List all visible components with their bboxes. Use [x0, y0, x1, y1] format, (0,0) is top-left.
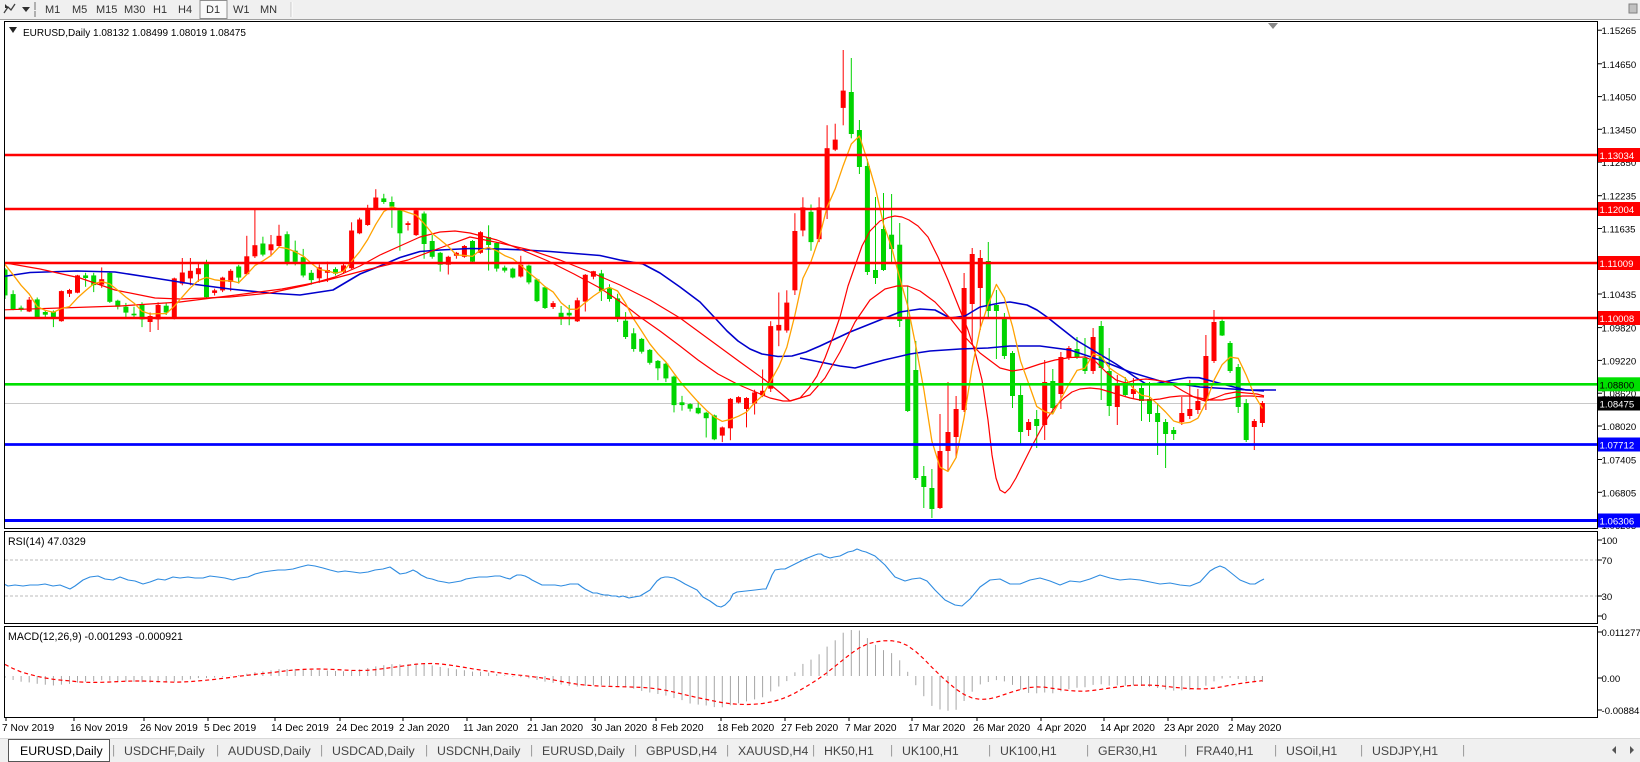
svg-text:2 Jan 2020: 2 Jan 2020 — [399, 723, 450, 734]
svg-text:W1: W1 — [233, 4, 250, 16]
svg-text:|: | — [812, 743, 815, 757]
svg-text:|: | — [425, 743, 428, 757]
svg-text:30: 30 — [1602, 592, 1613, 603]
svg-text:USDCAD,Daily: USDCAD,Daily — [332, 744, 416, 758]
svg-text:FRA40,H1: FRA40,H1 — [1196, 744, 1254, 758]
svg-text:1.14650: 1.14650 — [1602, 60, 1637, 71]
svg-text:M15: M15 — [96, 4, 117, 16]
svg-text:-0.008845: -0.008845 — [1602, 706, 1640, 717]
svg-text:1.11635: 1.11635 — [1602, 225, 1636, 236]
svg-text:EURUSD,Daily 1.08132 1.08499: EURUSD,Daily 1.08132 1.08499 1.08019 1.0… — [23, 28, 246, 39]
svg-text:GBPUSD,H4: GBPUSD,H4 — [646, 744, 717, 758]
svg-text:5 Dec 2019: 5 Dec 2019 — [204, 723, 256, 734]
svg-text:0.011277: 0.011277 — [1602, 628, 1640, 639]
svg-text:HK50,H1: HK50,H1 — [824, 744, 874, 758]
svg-text:|: | — [1184, 743, 1187, 757]
svg-text:USDCHF,Daily: USDCHF,Daily — [124, 744, 205, 758]
svg-text:26 Nov 2019: 26 Nov 2019 — [140, 723, 198, 734]
svg-text:26 Mar 2020: 26 Mar 2020 — [973, 723, 1031, 734]
svg-text:0: 0 — [1602, 612, 1607, 623]
svg-text:USDJPY,H1: USDJPY,H1 — [1372, 744, 1438, 758]
svg-text:XAUUSD,H4: XAUUSD,H4 — [738, 744, 809, 758]
svg-text:23 Apr 2020: 23 Apr 2020 — [1164, 723, 1219, 734]
svg-text:USOil,H1: USOil,H1 — [1286, 744, 1337, 758]
svg-text:27 Feb 2020: 27 Feb 2020 — [781, 723, 839, 734]
svg-text:UK100,H1: UK100,H1 — [1000, 744, 1057, 758]
svg-text:M5: M5 — [72, 4, 87, 16]
svg-text:1.12004: 1.12004 — [1600, 205, 1635, 216]
svg-text:|: | — [112, 743, 115, 757]
svg-text:30 Jan 2020: 30 Jan 2020 — [591, 723, 647, 734]
svg-text:18 Feb 2020: 18 Feb 2020 — [717, 723, 775, 734]
svg-text:H1: H1 — [153, 4, 167, 16]
svg-text:1.07712: 1.07712 — [1600, 441, 1635, 452]
svg-text:|: | — [1086, 743, 1089, 757]
svg-text:|: | — [216, 743, 219, 757]
svg-text:1.06306: 1.06306 — [1600, 517, 1635, 528]
svg-text:1.15265: 1.15265 — [1602, 26, 1637, 37]
svg-text:100: 100 — [1602, 536, 1618, 547]
svg-text:17 Mar 2020: 17 Mar 2020 — [908, 723, 966, 734]
svg-text:1.13450: 1.13450 — [1602, 125, 1637, 136]
svg-text:GER30,H1: GER30,H1 — [1098, 744, 1158, 758]
svg-text:21 Jan 2020: 21 Jan 2020 — [527, 723, 583, 734]
svg-text:1.10008: 1.10008 — [1600, 314, 1635, 325]
svg-text:M1: M1 — [45, 4, 60, 16]
svg-text:1.11009: 1.11009 — [1600, 259, 1634, 270]
svg-text:7 Mar 2020: 7 Mar 2020 — [845, 723, 897, 734]
svg-text:1.06805: 1.06805 — [1602, 488, 1637, 499]
svg-text:2 May 2020: 2 May 2020 — [1228, 723, 1282, 734]
svg-text:1.08800: 1.08800 — [1600, 380, 1635, 391]
svg-text:|: | — [890, 743, 893, 757]
svg-text:|: | — [726, 743, 729, 757]
svg-text:D1: D1 — [206, 4, 220, 16]
svg-text:1.08620: 1.08620 — [1602, 389, 1637, 400]
svg-text:1.12850: 1.12850 — [1602, 158, 1637, 169]
svg-text:|: | — [1462, 743, 1465, 757]
svg-text:4 Apr 2020: 4 Apr 2020 — [1037, 723, 1087, 734]
svg-text:1.08020: 1.08020 — [1602, 422, 1637, 433]
svg-text:1.08475: 1.08475 — [1600, 400, 1635, 411]
svg-text:0.00: 0.00 — [1602, 674, 1621, 685]
svg-text:7 Nov 2019: 7 Nov 2019 — [2, 723, 54, 734]
svg-text:70: 70 — [1602, 556, 1613, 567]
svg-text:1.07405: 1.07405 — [1602, 456, 1637, 467]
svg-text:1.09820: 1.09820 — [1602, 324, 1637, 335]
svg-text:1.13034: 1.13034 — [1600, 151, 1635, 162]
svg-text:|: | — [530, 743, 533, 757]
svg-text:14 Apr 2020: 14 Apr 2020 — [1100, 723, 1155, 734]
svg-text:UK100,H1: UK100,H1 — [902, 744, 959, 758]
svg-text:8 Feb 2020: 8 Feb 2020 — [652, 723, 704, 734]
svg-text:24 Dec 2019: 24 Dec 2019 — [336, 723, 394, 734]
svg-text:11 Jan 2020: 11 Jan 2020 — [463, 723, 519, 734]
svg-text:|: | — [634, 743, 637, 757]
svg-text:H4: H4 — [178, 4, 192, 16]
svg-text:MACD(12,26,9) -0.001293 -0.000: MACD(12,26,9) -0.001293 -0.000921 — [8, 631, 183, 643]
svg-text:1.14050: 1.14050 — [1602, 93, 1637, 104]
svg-text:USDCNH,Daily: USDCNH,Daily — [437, 744, 521, 758]
svg-text:M30: M30 — [124, 4, 145, 16]
svg-text:EURUSD,Daily: EURUSD,Daily — [20, 744, 104, 758]
svg-text:MN: MN — [260, 4, 277, 16]
svg-text:RSI(14) 47.0329: RSI(14) 47.0329 — [8, 536, 86, 548]
svg-text:|: | — [1360, 743, 1363, 757]
svg-text:|: | — [320, 743, 323, 757]
svg-text:|: | — [988, 743, 991, 757]
svg-text:|: | — [1274, 743, 1277, 757]
svg-text:1.10435: 1.10435 — [1602, 290, 1637, 301]
svg-text:EURUSD,Daily: EURUSD,Daily — [542, 744, 626, 758]
svg-text:AUDUSD,Daily: AUDUSD,Daily — [228, 744, 312, 758]
svg-text:14 Dec 2019: 14 Dec 2019 — [271, 723, 329, 734]
svg-text:16 Nov 2019: 16 Nov 2019 — [70, 723, 128, 734]
svg-text:1.12235: 1.12235 — [1602, 192, 1637, 203]
svg-text:1.09220: 1.09220 — [1602, 356, 1637, 367]
